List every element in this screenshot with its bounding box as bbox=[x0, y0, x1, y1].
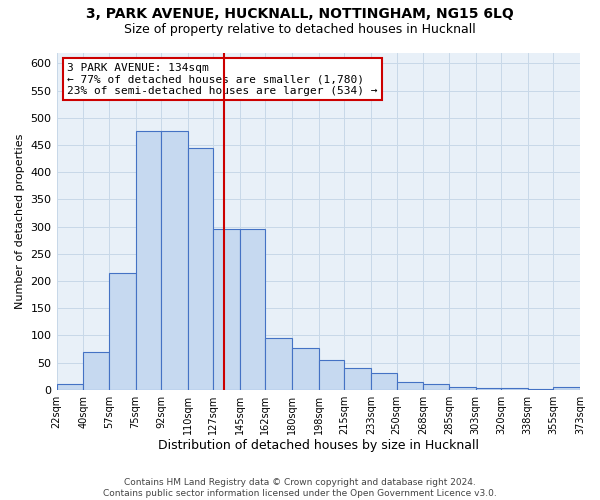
Text: Size of property relative to detached houses in Hucknall: Size of property relative to detached ho… bbox=[124, 22, 476, 36]
Bar bbox=[188, 148, 213, 390]
Bar bbox=[56, 384, 83, 390]
Bar bbox=[319, 360, 344, 390]
Bar bbox=[397, 382, 424, 390]
Bar bbox=[528, 389, 553, 390]
Text: 3, PARK AVENUE, HUCKNALL, NOTTINGHAM, NG15 6LQ: 3, PARK AVENUE, HUCKNALL, NOTTINGHAM, NG… bbox=[86, 8, 514, 22]
Bar bbox=[476, 388, 501, 390]
Bar bbox=[344, 368, 371, 390]
Bar bbox=[265, 338, 292, 390]
Bar bbox=[371, 374, 397, 390]
Bar bbox=[240, 230, 265, 390]
Text: Contains HM Land Registry data © Crown copyright and database right 2024.
Contai: Contains HM Land Registry data © Crown c… bbox=[103, 478, 497, 498]
Bar bbox=[553, 387, 580, 390]
Bar bbox=[136, 132, 161, 390]
Bar bbox=[83, 352, 109, 390]
Bar bbox=[449, 387, 476, 390]
Bar bbox=[109, 273, 136, 390]
X-axis label: Distribution of detached houses by size in Hucknall: Distribution of detached houses by size … bbox=[158, 440, 479, 452]
Bar bbox=[501, 388, 528, 390]
Bar bbox=[292, 348, 319, 390]
Bar bbox=[213, 230, 240, 390]
Bar bbox=[424, 384, 449, 390]
Bar bbox=[161, 132, 188, 390]
Y-axis label: Number of detached properties: Number of detached properties bbox=[15, 134, 25, 309]
Text: 3 PARK AVENUE: 134sqm
← 77% of detached houses are smaller (1,780)
23% of semi-d: 3 PARK AVENUE: 134sqm ← 77% of detached … bbox=[67, 62, 377, 96]
